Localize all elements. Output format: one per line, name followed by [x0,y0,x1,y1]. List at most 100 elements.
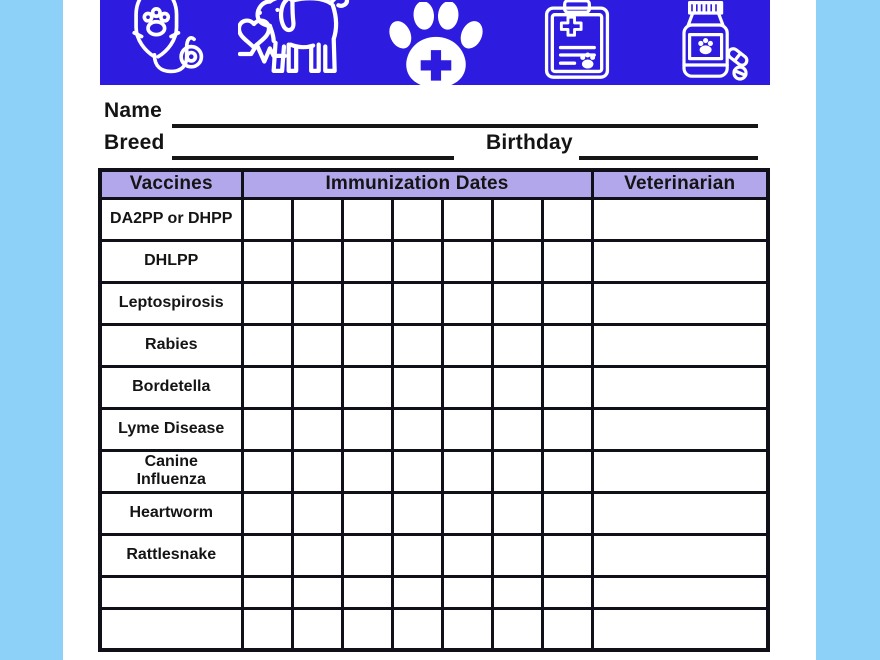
immunization-date-cell [490,406,544,452]
veterinarian-cell [590,196,770,242]
immunization-date-cell [340,364,394,410]
immunization-date-cell [340,606,394,652]
table-row: Bordetella [98,364,770,410]
dog-heartbeat-icon [238,0,350,74]
vaccine-name-cell: DA2PP or DHPP [98,196,244,242]
vaccine-name-cell: Canine Influenza [98,448,244,494]
breed-field-label: Breed [104,131,165,154]
immunization-date-cell [390,406,444,452]
table-row: Canine Influenza [98,448,770,494]
immunization-date-cell [240,322,294,368]
immunization-date-cell [440,574,494,610]
immunization-date-cell [240,238,294,284]
immunization-date-cell [240,490,294,536]
immunization-date-cell [390,448,444,494]
immunization-date-cell [240,532,294,578]
paw-cross-icon [389,2,483,85]
medical-clipboard-icon [544,0,610,79]
immunization-date-cell [490,280,544,326]
iv-stethoscope-icon [132,0,204,74]
table-row: Heartworm [98,490,770,536]
veterinarian-cell [590,238,770,284]
immunization-date-cell [340,490,394,536]
immunization-date-cell [340,322,394,368]
veterinarian-cell [590,448,770,494]
immunization-date-cell [340,448,394,494]
immunization-date-cell [540,490,594,536]
immunization-date-cell [490,364,544,410]
vaccine-name-cell: Rabies [98,322,244,368]
immunization-date-cell [490,238,544,284]
table-header-row: Vaccines Immunization Dates Veterinarian [98,168,770,200]
immunization-date-cell [240,196,294,242]
immunization-date-cell [540,364,594,410]
immunization-date-cell [340,196,394,242]
immunization-date-cell [540,238,594,284]
table-row: DA2PP or DHPP [98,196,770,242]
veterinarian-cell [590,322,770,368]
birthday-field-label: Birthday [486,131,573,154]
immunization-date-cell [390,490,444,536]
name-fill-line [172,124,758,128]
vaccine-name-cell: Bordetella [98,364,244,410]
breed-fill-line [172,156,454,160]
vaccine-table-body: DA2PP or DHPP DHLPP Leptospirosis Rabies Bor… [98,196,770,652]
immunization-date-cell [440,196,494,242]
immunization-date-cell [540,606,594,652]
table-row [98,574,770,610]
immunization-date-cell [290,532,344,578]
immunization-date-cell [490,196,544,242]
immunization-date-cell [440,606,494,652]
immunization-date-cell [540,322,594,368]
veterinarian-cell [590,490,770,536]
immunization-date-cell [340,532,394,578]
immunization-date-cell [390,322,444,368]
vaccine-name-cell [98,574,244,610]
immunization-date-cell [290,322,344,368]
immunization-date-cell [490,606,544,652]
immunization-date-cell [290,364,344,410]
immunization-date-cell [490,574,544,610]
vaccine-name-cell: DHLPP [98,238,244,284]
vaccine-name-cell: Leptospirosis [98,280,244,326]
immunization-date-cell [390,574,444,610]
immunization-date-cell [290,490,344,536]
vaccines-column-header: Vaccines [98,168,244,200]
table-row: Lyme Disease [98,406,770,452]
vaccine-name-cell [98,606,244,652]
immunization-date-cell [440,364,494,410]
immunization-date-cell [340,574,394,610]
vaccine-name-cell: Heartworm [98,490,244,536]
immunization-date-cell [240,574,294,610]
immunization-date-cell [390,364,444,410]
immunization-date-cell [240,280,294,326]
immunization-dates-column-header: Immunization Dates [240,168,594,200]
immunization-date-cell [390,280,444,326]
veterinarian-column-header: Veterinarian [590,168,770,200]
veterinarian-cell [590,364,770,410]
immunization-date-cell [540,448,594,494]
vaccination-table: Vaccines Immunization Dates Veterinarian… [98,168,770,652]
banner [100,0,770,85]
immunization-date-cell [490,448,544,494]
veterinarian-cell [590,606,770,652]
table-row [98,606,770,652]
immunization-date-cell [440,406,494,452]
immunization-date-cell [540,532,594,578]
table-row: Rattlesnake [98,532,770,578]
immunization-date-cell [540,280,594,326]
vaccine-name-cell: Rattlesnake [98,532,244,578]
veterinarian-cell [590,532,770,578]
immunization-date-cell [340,280,394,326]
immunization-date-cell [390,532,444,578]
immunization-date-cell [290,196,344,242]
birthday-fill-line [579,156,758,160]
immunization-date-cell [540,574,594,610]
immunization-date-cell [240,406,294,452]
immunization-date-cell [540,196,594,242]
immunization-date-cell [540,406,594,452]
immunization-date-cell [440,238,494,284]
veterinarian-cell [590,280,770,326]
immunization-date-cell [490,322,544,368]
